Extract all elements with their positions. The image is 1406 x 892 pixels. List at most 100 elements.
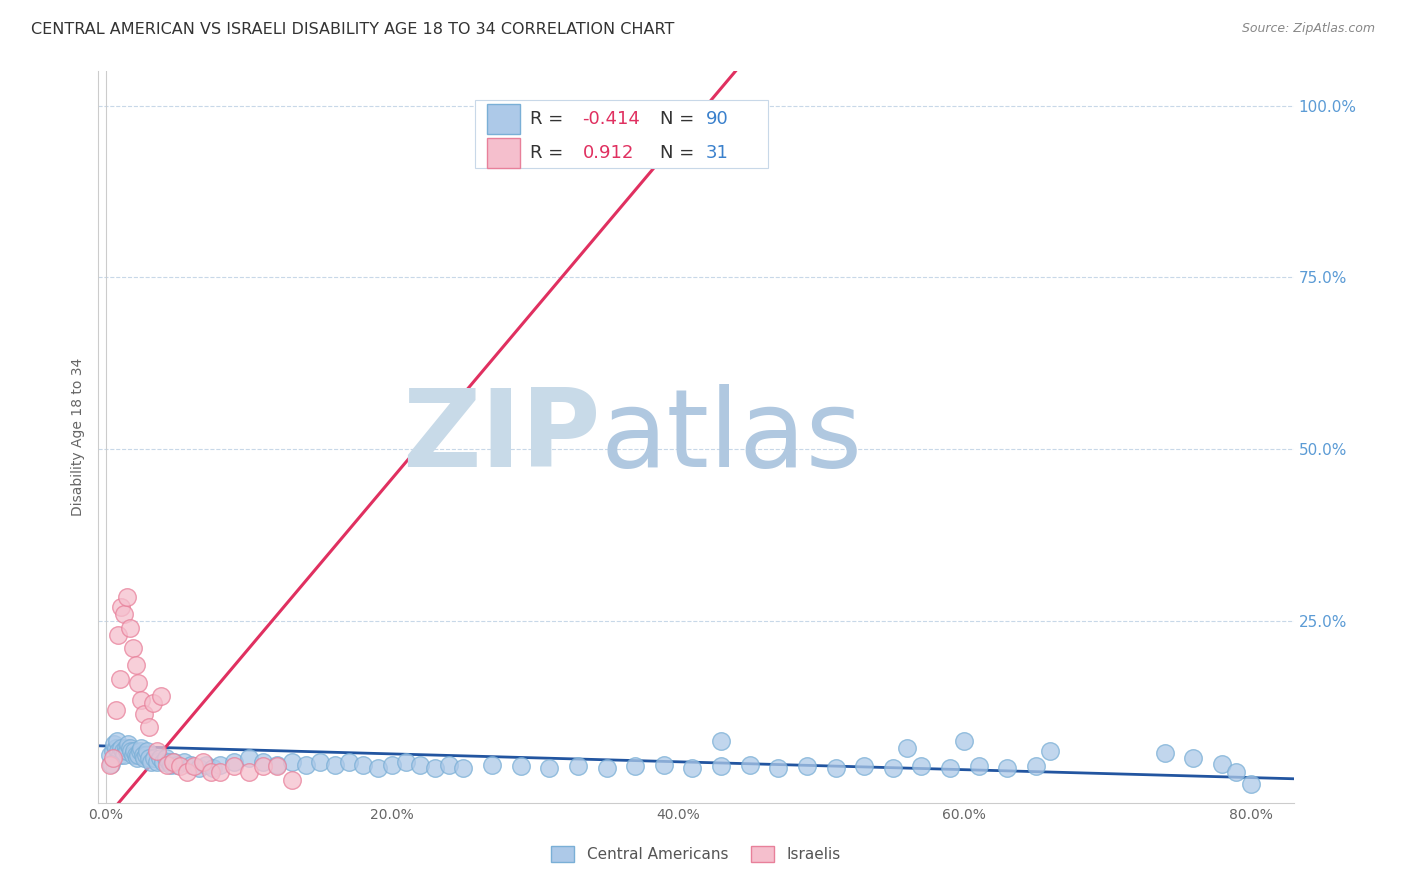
Point [121,747,143,762]
Point [252,755,274,769]
Text: R =: R = [530,110,569,128]
Point [128,675,150,690]
Point [146,755,169,769]
Point [146,744,169,758]
Point [567,759,589,773]
Point [1225,764,1247,779]
Point [135,747,157,762]
FancyBboxPatch shape [475,100,768,168]
Point [149,751,172,765]
Point [120,744,142,758]
Point [138,751,160,765]
Point [209,758,232,772]
Point [98,747,121,762]
Point [180,758,202,772]
Point [143,751,166,765]
Point [169,759,191,773]
Point [111,744,134,758]
Point [309,755,332,769]
Point [103,738,125,752]
Point [238,751,260,765]
Point [939,762,962,776]
Point [1211,756,1233,771]
Point [481,758,503,772]
Text: N =: N = [661,144,700,162]
Point [128,747,150,762]
Point [155,751,177,765]
Point [423,762,446,776]
Point [104,740,127,755]
Text: CENTRAL AMERICAN VS ISRAELI DISABILITY AGE 18 TO 34 CORRELATION CHART: CENTRAL AMERICAN VS ISRAELI DISABILITY A… [31,22,675,37]
Point [131,693,153,707]
Point [323,758,346,772]
Point [381,758,404,772]
Point [853,759,876,773]
Point [114,740,136,755]
Text: 90: 90 [706,110,728,128]
Text: 0.912: 0.912 [582,144,634,162]
Point [1182,751,1205,765]
Point [1239,777,1261,791]
Point [110,740,132,755]
Point [710,734,733,748]
Point [953,734,976,748]
Point [112,607,135,621]
Point [295,758,318,772]
Point [107,627,129,641]
Point [191,755,214,769]
Point [118,740,141,755]
Point [142,696,165,710]
Point [183,759,205,773]
Point [437,758,460,772]
Point [117,738,139,752]
Point [910,759,932,773]
Point [166,758,188,772]
Point [108,672,131,686]
Point [538,762,561,776]
Point [98,758,121,772]
Point [162,755,184,769]
Point [122,744,145,758]
Point [738,758,761,772]
Point [152,755,174,769]
Point [266,758,288,772]
Point [121,641,143,656]
Text: 31: 31 [706,144,728,162]
Point [176,764,198,779]
Point [108,747,131,762]
Point [395,755,418,769]
Point [100,756,122,771]
Point [710,759,733,773]
Point [509,759,531,773]
Point [280,755,302,769]
Point [453,762,475,776]
Point [112,747,135,762]
Point [409,758,432,772]
Y-axis label: Disability Age 18 to 34: Disability Age 18 to 34 [72,358,86,516]
Point [1153,746,1175,760]
Point [238,764,260,779]
Point [352,758,374,772]
Point [681,762,703,776]
Point [156,758,179,772]
Point [134,751,156,765]
Point [115,590,138,604]
Point [105,734,128,748]
Point [200,764,222,779]
Bar [486,103,520,135]
Point [1025,759,1047,773]
Point [624,759,647,773]
Text: N =: N = [661,110,700,128]
Point [141,755,163,769]
Text: ZIP: ZIP [402,384,600,490]
Point [118,621,141,635]
Point [131,740,153,755]
Point [194,758,217,772]
Point [115,744,138,758]
Point [136,744,159,758]
Point [110,600,132,615]
Point [266,759,288,773]
Point [160,758,183,772]
Text: -0.414: -0.414 [582,110,640,128]
Point [824,762,846,776]
